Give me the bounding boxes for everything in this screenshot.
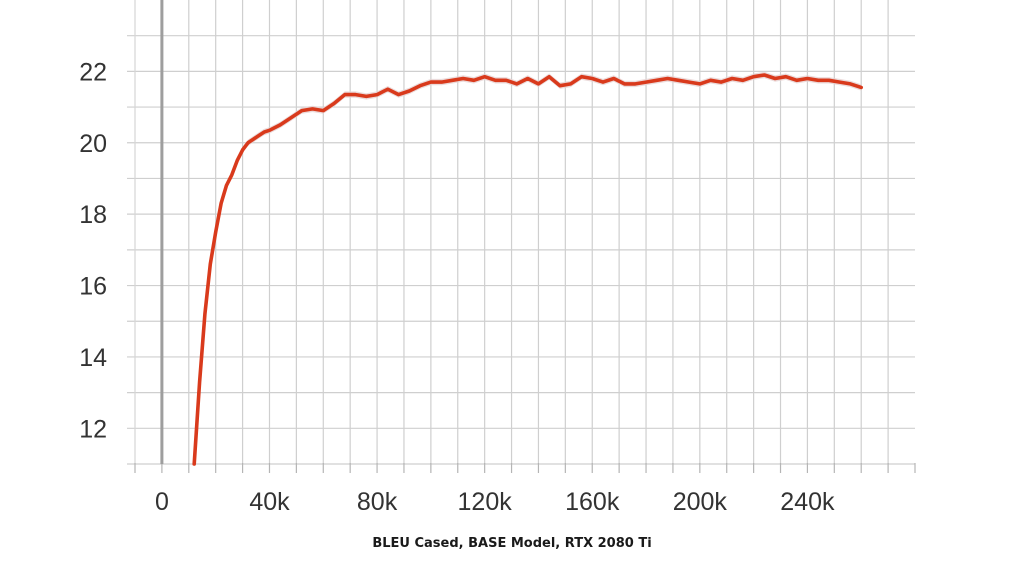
y-tick-label: 12 [79,415,107,443]
x-tick-label: 240k [780,488,835,516]
y-tick-label: 14 [79,344,107,372]
grid-lines [127,0,916,473]
bleu-line-chart: 12 14 16 18 20 22 0 40k 80k 120k 160k 200k 240k [79,0,916,516]
x-tick-label: 160k [565,488,620,516]
y-tick-label: 22 [79,58,107,86]
series-confidence-band [194,71,862,468]
series-lines [192,73,864,466]
y-tick-label: 18 [79,201,107,229]
series-line [192,73,864,466]
x-tick-label: 200k [673,488,728,516]
x-tick-label: 0 [155,488,169,516]
chart-caption: BLEU Cased, BASE Model, RTX 2080 Ti [372,536,652,551]
y-tick-label: 16 [79,273,107,301]
x-tick-labels: 0 40k 80k 120k 160k 200k 240k [155,488,835,516]
x-tick-label: 80k [357,488,398,516]
series-band [194,71,862,468]
y-tick-labels: 12 14 16 18 20 22 [79,58,107,443]
y-tick-label: 20 [79,130,107,158]
x-tick-label: 120k [458,488,513,516]
x-tick-label: 40k [249,488,290,516]
